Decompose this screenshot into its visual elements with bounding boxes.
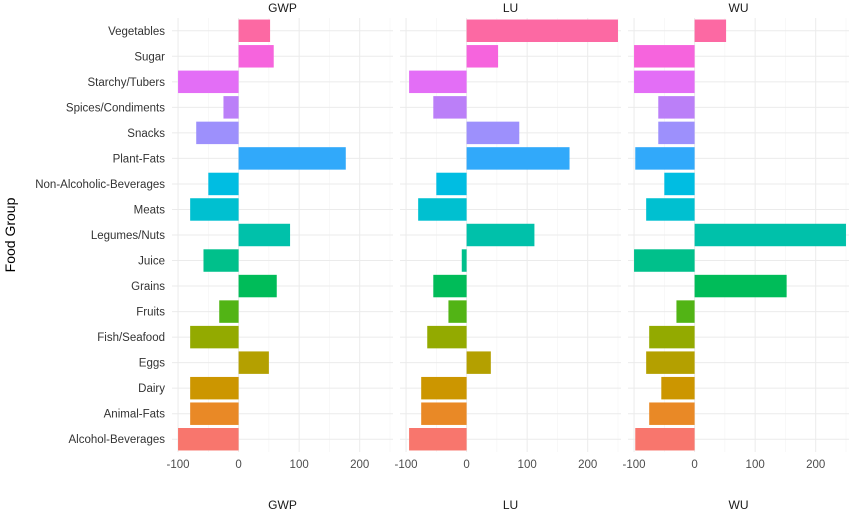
bar bbox=[190, 325, 239, 349]
category-label: Grains bbox=[131, 281, 165, 293]
x-tick-label: 200 bbox=[578, 459, 597, 471]
x-tick-label: 100 bbox=[518, 459, 537, 471]
bar bbox=[658, 96, 695, 119]
bar bbox=[421, 376, 467, 400]
bar bbox=[190, 198, 239, 221]
bar bbox=[466, 45, 499, 68]
bar bbox=[676, 300, 695, 323]
panel-strip-label: LU bbox=[503, 1, 518, 15]
bar bbox=[634, 70, 695, 94]
category-label: Sugar bbox=[134, 51, 165, 63]
category-label: Legumes/Nuts bbox=[91, 230, 165, 242]
category-label: Plant-Fats bbox=[113, 153, 166, 165]
panel-strip-label: WU bbox=[729, 1, 749, 15]
bar bbox=[238, 19, 271, 42]
bar bbox=[238, 223, 291, 247]
bar bbox=[658, 121, 695, 145]
bar bbox=[466, 147, 570, 170]
bar bbox=[466, 223, 535, 247]
bar bbox=[178, 428, 239, 451]
bar bbox=[238, 45, 274, 68]
x-tick-label: 0 bbox=[463, 459, 469, 471]
bar bbox=[448, 300, 467, 323]
category-label: Spices/Condiments bbox=[66, 102, 165, 114]
x-tick-label: -100 bbox=[167, 459, 190, 471]
x-tick-label: -100 bbox=[623, 459, 646, 471]
bar bbox=[664, 172, 695, 196]
bar bbox=[466, 351, 491, 374]
category-label: Fish/Seafood bbox=[97, 332, 165, 344]
bar bbox=[219, 300, 239, 323]
x-tick-label: 100 bbox=[746, 459, 765, 471]
bar bbox=[461, 249, 467, 272]
category-label: Non-Alcoholic-Beverages bbox=[35, 179, 165, 191]
x-tick-label: 200 bbox=[806, 459, 825, 471]
bar bbox=[649, 325, 695, 349]
bar bbox=[466, 19, 618, 42]
category-label: Dairy bbox=[138, 383, 165, 395]
bar bbox=[694, 223, 846, 247]
bar bbox=[649, 402, 695, 425]
y-axis-title: Food Group bbox=[2, 197, 18, 272]
category-label: Starchy/Tubers bbox=[87, 77, 165, 89]
bar bbox=[208, 172, 239, 196]
x-tick-label: 100 bbox=[290, 459, 309, 471]
bar bbox=[238, 351, 269, 374]
bar bbox=[433, 274, 467, 298]
bar bbox=[223, 96, 239, 119]
x-tick-label: 0 bbox=[691, 459, 697, 471]
bar bbox=[646, 351, 695, 374]
x-tick-label: -100 bbox=[395, 459, 418, 471]
bar bbox=[190, 402, 239, 425]
bar bbox=[635, 428, 695, 451]
category-label: Snacks bbox=[127, 128, 165, 140]
category-label: Fruits bbox=[136, 307, 165, 319]
bar bbox=[409, 70, 467, 94]
category-label: Eggs bbox=[139, 358, 165, 370]
category-label: Animal-Fats bbox=[104, 409, 166, 421]
x-tick-label: 200 bbox=[350, 459, 369, 471]
bar bbox=[694, 274, 787, 298]
x-tick-label: 0 bbox=[235, 459, 241, 471]
bar bbox=[694, 19, 727, 42]
category-label: Meats bbox=[134, 204, 166, 216]
panel-bottom-label: WU bbox=[729, 498, 749, 512]
bar bbox=[646, 198, 695, 221]
bar bbox=[466, 121, 520, 145]
bar bbox=[196, 121, 239, 145]
bar bbox=[190, 376, 239, 400]
category-label: Juice bbox=[138, 256, 165, 268]
bar bbox=[427, 325, 467, 349]
bar bbox=[661, 376, 695, 400]
panel-bottom-label: GWP bbox=[268, 498, 297, 512]
bar bbox=[238, 274, 277, 298]
bar bbox=[433, 96, 467, 119]
bar bbox=[418, 198, 467, 221]
bar bbox=[634, 45, 695, 68]
bar bbox=[409, 428, 467, 451]
bar bbox=[178, 70, 239, 94]
category-label: Alcohol-Beverages bbox=[68, 434, 165, 446]
bar bbox=[635, 147, 695, 170]
bar bbox=[634, 249, 695, 272]
panel-bottom-label: LU bbox=[503, 498, 518, 512]
panel-strip-label: GWP bbox=[268, 1, 297, 15]
bar bbox=[421, 402, 467, 425]
category-label: Vegetables bbox=[108, 26, 165, 38]
bar bbox=[203, 249, 239, 272]
bar bbox=[436, 172, 467, 196]
bar bbox=[238, 147, 346, 170]
